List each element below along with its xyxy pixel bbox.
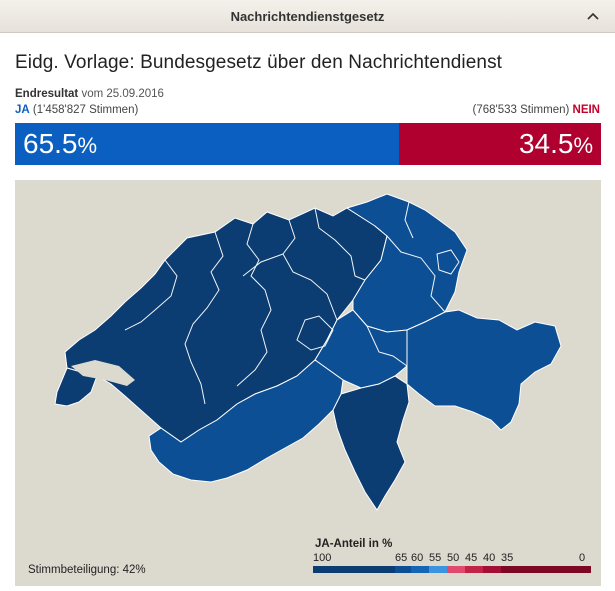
no-summary: (768'533 Stimmen) NEIN	[473, 104, 600, 116]
vote-title: Eidg. Vorlage: Bundesgesetz über den Nac…	[15, 52, 503, 73]
legend-label: 60	[411, 552, 424, 564]
legend-color-segment	[465, 566, 483, 573]
chevron-up-icon[interactable]	[579, 2, 607, 30]
header-title: Nachrichtendienstgesetz	[230, 9, 385, 24]
legend-label: 100	[313, 552, 332, 564]
legend-labels: 100 65 60 55 50 45 40 35 0	[313, 552, 593, 566]
legend-color-segment	[313, 566, 395, 573]
switzerland-map: Stimmbeteiligung: 42%	[28, 193, 562, 576]
canton-borders	[124, 201, 460, 405]
legend-color-segment	[411, 566, 429, 573]
legend-label: 35	[501, 552, 514, 564]
turnout-text: Stimmbeteiligung: 42%	[28, 564, 146, 576]
yes-percentage: 65.5%	[23, 128, 98, 159]
legend-label: 55	[429, 552, 442, 564]
legend-label: 0	[579, 552, 586, 564]
legend-color-scale	[313, 566, 591, 573]
lake-geneva	[71, 360, 135, 386]
result-bar: 65.5% 34.5%	[15, 123, 601, 165]
legend-color-segment	[447, 566, 465, 573]
legend-color-segment	[483, 566, 501, 573]
legend-label: 45	[465, 552, 478, 564]
legend-color-segment	[429, 566, 447, 573]
yes-votes: (1'458'827 Stimmen)	[32, 104, 139, 116]
map-region-east[interactable]	[406, 309, 562, 431]
no-label: NEIN	[572, 104, 600, 116]
legend-title: JA-Anteil in %	[315, 538, 393, 550]
map-panel: Stimmbeteiligung: 42% JA-Anteil in % 100…	[15, 180, 601, 586]
legend-label: 50	[447, 552, 460, 564]
result-label: Endresultat	[15, 88, 79, 100]
result-date: vom 25.09.2016	[81, 88, 164, 100]
legend-color-segment	[395, 566, 411, 573]
legend-color-segment	[501, 566, 591, 573]
header-bar[interactable]: Nachrichtendienstgesetz	[0, 0, 615, 33]
legend-label: 40	[483, 552, 496, 564]
map-region-valais[interactable]	[148, 359, 344, 483]
no-bar-segment: 34.5%	[398, 123, 601, 165]
yes-summary: JA (1'458'827 Stimmen)	[15, 104, 138, 116]
yes-label: JA	[15, 104, 30, 116]
map-region-ticino[interactable]	[332, 375, 410, 511]
result-line: Endresultat vom 25.09.2016	[15, 88, 164, 100]
yes-bar-segment: 65.5%	[15, 123, 399, 165]
no-percentage: 34.5%	[518, 128, 593, 159]
no-votes: (768'533 Stimmen)	[472, 104, 570, 116]
legend-label: 65	[395, 552, 408, 564]
